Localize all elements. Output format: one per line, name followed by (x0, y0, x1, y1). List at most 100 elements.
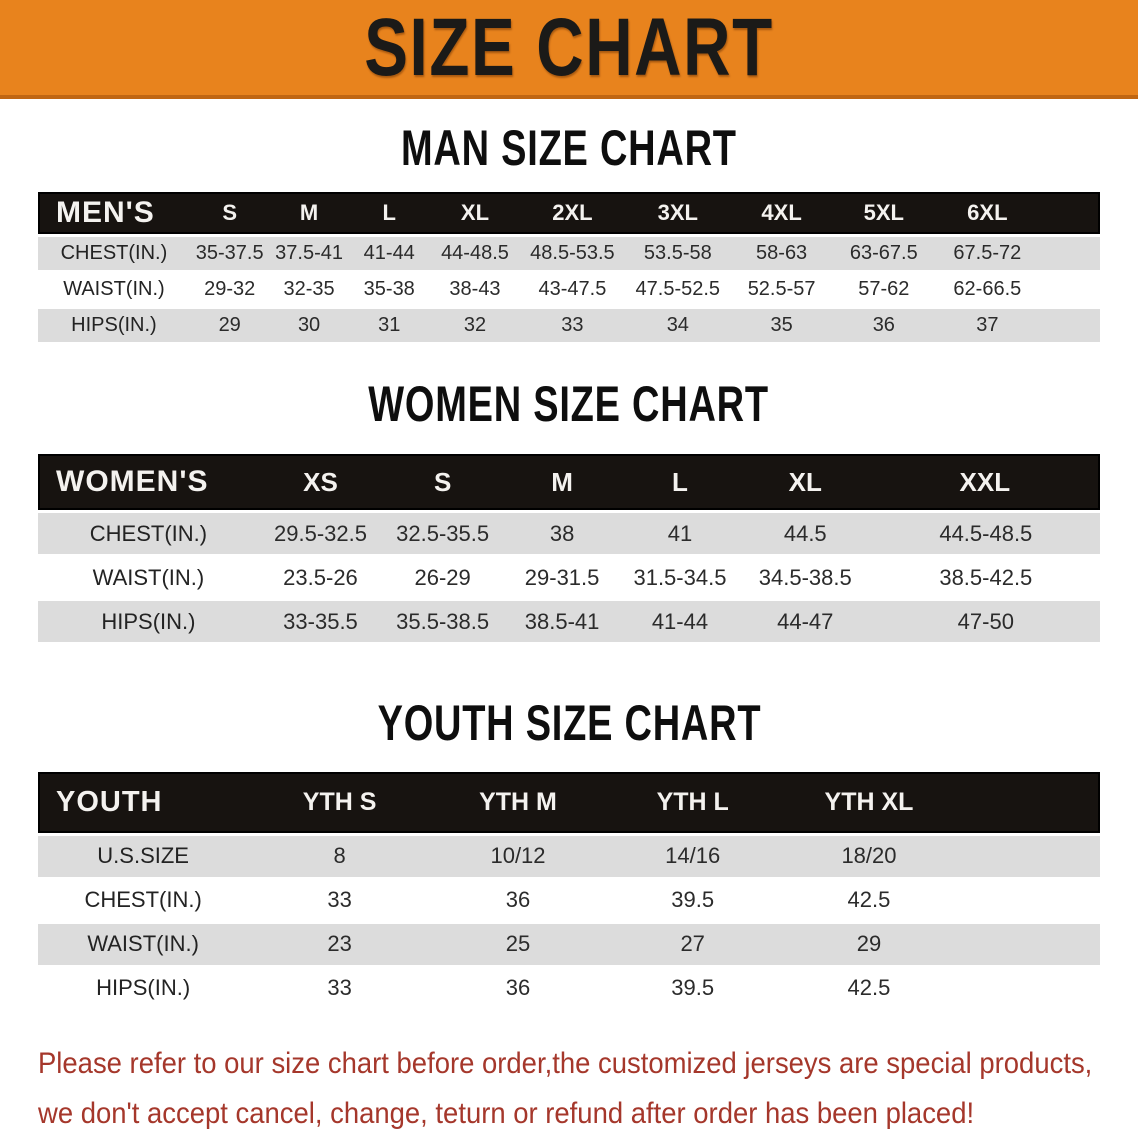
table-cell: 63-67.5 (832, 237, 935, 270)
spacer-cell (1039, 192, 1100, 234)
table-cell: 29-32 (190, 273, 270, 306)
table-cell: 32-35 (270, 273, 349, 306)
spacer-cell (1039, 273, 1100, 306)
table-cell: 35.5-38.5 (382, 601, 503, 642)
banner-title: SIZE CHART (364, 7, 774, 89)
table-cell: 62-66.5 (935, 273, 1039, 306)
table-cell: 38 (503, 513, 621, 554)
column-header: 3XL (625, 192, 731, 234)
table-cell: 23.5-26 (259, 557, 382, 598)
table-cell: 36 (431, 968, 605, 1009)
table-cell: 27 (605, 924, 780, 965)
column-header: 6XL (935, 192, 1039, 234)
table-cell: 10/12 (431, 836, 605, 877)
table-cell: 35 (731, 309, 832, 342)
table-cell: 47.5-52.5 (625, 273, 731, 306)
table-cell: 31.5-34.5 (621, 557, 739, 598)
table-cell: 44-47 (739, 601, 872, 642)
table-cell: 23 (248, 924, 431, 965)
table-cell: 36 (431, 880, 605, 921)
table-cell: 33 (520, 309, 625, 342)
section-heading: YOUTH SIZE CHART (0, 697, 1138, 750)
table-group-label: MEN'S (38, 192, 190, 234)
table-cell: 18/20 (780, 836, 957, 877)
table-cell: 35-38 (349, 273, 430, 306)
disclaimer-line-2: we don't accept cancel, change, teturn o… (38, 1089, 1136, 1139)
section-heading-text: WOMEN SIZE CHART (369, 378, 770, 431)
column-header: 2XL (520, 192, 625, 234)
table-cell: 58-63 (731, 237, 832, 270)
size-chart-banner: SIZE CHART (0, 0, 1138, 99)
row-label: U.S.SIZE (38, 836, 248, 877)
column-header: YTH M (431, 772, 605, 833)
column-header: M (503, 454, 621, 510)
table-cell: 43-47.5 (520, 273, 625, 306)
column-header: YTH L (605, 772, 780, 833)
table-cell: 41 (621, 513, 739, 554)
column-header: XL (430, 192, 520, 234)
table-cell: 29-31.5 (503, 557, 621, 598)
row-label: WAIST(IN.) (38, 557, 259, 598)
table-cell: 26-29 (382, 557, 503, 598)
table-cell: 38.5-42.5 (872, 557, 1100, 598)
table-cell: 42.5 (780, 968, 957, 1009)
disclaimer-text: Please refer to our size chart before or… (38, 1039, 1136, 1139)
table-cell: 14/16 (605, 836, 780, 877)
table-cell: 48.5-53.5 (520, 237, 625, 270)
section-heading: WOMEN SIZE CHART (0, 378, 1138, 431)
section-heading-text: YOUTH SIZE CHART (377, 697, 761, 750)
row-label: WAIST(IN.) (38, 924, 248, 965)
table-group-label: WOMEN'S (38, 454, 259, 510)
row-label: CHEST(IN.) (38, 513, 259, 554)
table-cell: 33 (248, 880, 431, 921)
column-header: XS (259, 454, 382, 510)
table-cell: 39.5 (605, 880, 780, 921)
table-cell: 53.5-58 (625, 237, 731, 270)
table-cell: 33 (248, 968, 431, 1009)
column-header: XL (739, 454, 872, 510)
spacer-cell (958, 836, 1100, 877)
row-label: HIPS(IN.) (38, 601, 259, 642)
column-header: S (190, 192, 270, 234)
table-cell: 47-50 (872, 601, 1100, 642)
table-cell: 8 (248, 836, 431, 877)
table-cell: 34 (625, 309, 731, 342)
row-label: CHEST(IN.) (38, 880, 248, 921)
table-cell: 39.5 (605, 968, 780, 1009)
table-cell: 29 (190, 309, 270, 342)
table-cell: 41-44 (621, 601, 739, 642)
table-cell: 37.5-41 (270, 237, 349, 270)
table-cell: 41-44 (349, 237, 430, 270)
table-group-label: YOUTH (38, 772, 248, 833)
table-cell: 38-43 (430, 273, 520, 306)
table-cell: 31 (349, 309, 430, 342)
column-header: 4XL (731, 192, 832, 234)
spacer-cell (958, 772, 1100, 833)
row-label: HIPS(IN.) (38, 309, 190, 342)
spacer-cell (958, 880, 1100, 921)
row-label: WAIST(IN.) (38, 273, 190, 306)
table-cell: 30 (270, 309, 349, 342)
table-cell: 44.5-48.5 (872, 513, 1100, 554)
table-cell: 35-37.5 (190, 237, 270, 270)
disclaimer-line-1: Please refer to our size chart before or… (38, 1039, 1136, 1089)
table-cell: 34.5-38.5 (739, 557, 872, 598)
table-cell: 67.5-72 (935, 237, 1039, 270)
spacer-cell (1039, 309, 1100, 342)
column-header: 5XL (832, 192, 935, 234)
